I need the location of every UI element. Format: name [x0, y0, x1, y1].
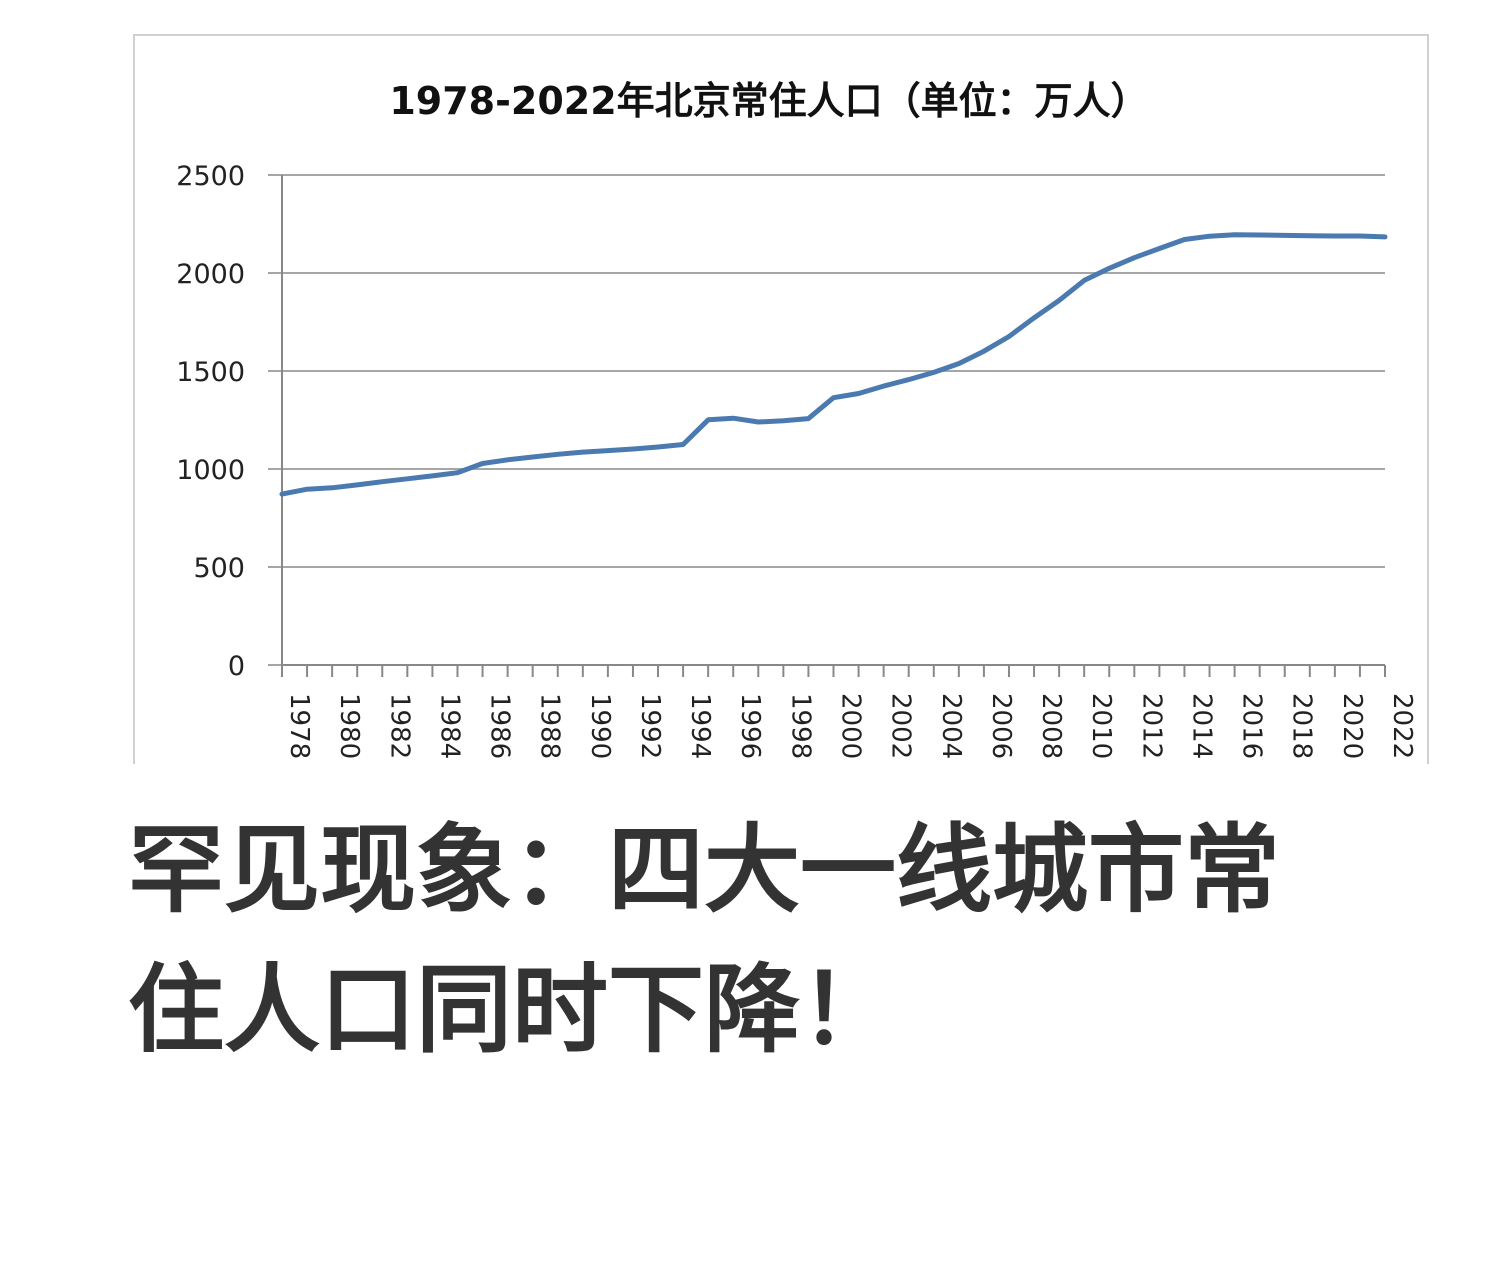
data-point [1007, 335, 1011, 339]
x-tick-label: 1996 [735, 693, 765, 759]
data-point [556, 452, 560, 456]
headline: 罕见现象：四大一线城市常 住人口同时下降！ [128, 800, 1428, 1080]
y-tick-label: 2500 [176, 161, 245, 192]
data-point [1132, 256, 1136, 260]
data-point [756, 420, 760, 424]
data-point [355, 483, 359, 487]
data-point [405, 477, 409, 481]
data-point [857, 392, 861, 396]
data-point [280, 492, 284, 496]
data-point [380, 480, 384, 484]
y-tick-label: 2000 [176, 259, 245, 290]
headline-line-2: 住人口同时下降！ [128, 954, 896, 1066]
data-point [1208, 234, 1212, 238]
x-tick-label: 2018 [1287, 693, 1317, 759]
data-point [781, 419, 785, 423]
series-line [279, 232, 1388, 497]
data-point [957, 362, 961, 366]
x-tick-label: 1978 [284, 693, 314, 759]
data-point [631, 447, 635, 451]
data-point [1182, 237, 1186, 241]
x-tick-label: 2000 [836, 693, 866, 759]
data-point [330, 486, 334, 490]
data-point [581, 450, 585, 454]
chart-title: 1978-2022年北京常住人口（单位：万人） [389, 79, 1148, 123]
x-tick-label: 1992 [635, 693, 665, 759]
data-point [305, 487, 309, 491]
data-point [982, 349, 986, 353]
data-point [656, 445, 660, 449]
data-point [706, 418, 710, 422]
data-point [1157, 247, 1161, 251]
chart-frame: 1978-2022年北京常住人口（单位：万人） 0 500 1000 1500 2000 2… [133, 34, 1429, 764]
x-tick-label: 2022 [1387, 693, 1417, 759]
data-point [882, 384, 886, 388]
data-point [430, 474, 434, 478]
data-point [1283, 233, 1287, 237]
data-point [1057, 298, 1061, 302]
data-point [506, 458, 510, 462]
x-tick-label: 2010 [1086, 693, 1116, 759]
data-point [1308, 234, 1312, 238]
x-tick-label: 1982 [384, 693, 414, 759]
x-tick-label: 2002 [886, 693, 916, 759]
data-point [681, 443, 685, 447]
x-tick-label: 2012 [1136, 693, 1166, 759]
x-tick-label: 2016 [1237, 693, 1267, 759]
x-tick-label: 2008 [1036, 693, 1066, 759]
y-tick-label: 0 [228, 651, 245, 682]
data-point [1082, 278, 1086, 282]
x-tick-label: 1988 [535, 693, 565, 759]
data-point [531, 455, 535, 459]
data-point [455, 471, 459, 475]
data-point [481, 462, 485, 466]
data-point [907, 378, 911, 382]
data-point [832, 396, 836, 400]
line-chart: 1978-2022年北京常住人口（单位：万人） 0 500 1000 1500 2000 2… [176, 79, 1417, 759]
x-tick-label: 2020 [1337, 693, 1367, 759]
data-point [606, 449, 610, 453]
x-tick-label: 2004 [936, 693, 966, 759]
x-tick-label: 1998 [785, 693, 815, 759]
data-point [932, 370, 936, 374]
x-tick-label: 2006 [986, 693, 1016, 759]
data-point [731, 416, 735, 420]
data-point [1358, 234, 1362, 238]
x-tick-label: 1980 [334, 693, 364, 759]
x-tick-label: 2014 [1186, 693, 1216, 759]
data-point [1233, 233, 1237, 237]
x-tick-label: 1990 [585, 693, 615, 759]
data-point [1032, 316, 1036, 320]
data-point [1107, 266, 1111, 270]
headline-line-1: 罕见现象：四大一线城市常 [128, 814, 1280, 926]
y-tick-label: 1000 [176, 455, 245, 486]
y-tick-label: 1500 [176, 357, 245, 388]
x-tick-label: 1994 [685, 693, 715, 759]
x-tick-label: 1986 [485, 693, 515, 759]
y-tick-label: 500 [193, 553, 245, 584]
x-tick-label: 1984 [434, 693, 464, 759]
data-point [806, 417, 810, 421]
data-point [1258, 233, 1262, 237]
data-point [1383, 235, 1387, 239]
data-point [1333, 234, 1337, 238]
